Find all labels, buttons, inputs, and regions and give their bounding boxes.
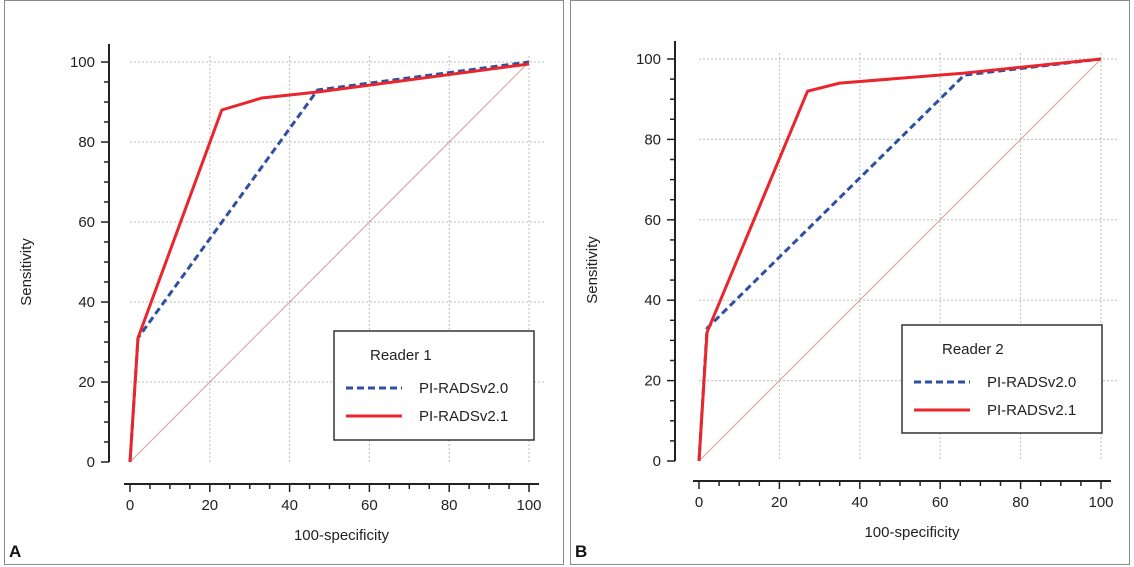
y-tick-label-b: 40 <box>644 292 661 309</box>
y-tick-label-a: 80 <box>78 134 95 151</box>
x-tick-label-b: 0 <box>695 494 703 511</box>
legend-label-a: PI-RADSv2.0 <box>419 380 508 397</box>
y-tick-label-a: 20 <box>78 374 95 391</box>
roc-chart-a: 0 20 40 60 80 100 0 20 40 60 80 100 100-specificity S… <box>18 44 545 544</box>
legend-title-a: Reader 1 <box>370 347 432 364</box>
y-tick-label-b: 100 <box>636 51 661 68</box>
panel-label-b: B <box>575 542 588 561</box>
x-tick-label-a: 0 <box>126 497 134 514</box>
legend-title-b: Reader 2 <box>942 341 1004 358</box>
x-tick-label-a: 100 <box>516 497 541 514</box>
y-tick-label-a: 60 <box>78 214 95 231</box>
roc-chart-b: 0 20 40 60 80 100 0 20 40 60 80 100 100-specificity S… <box>584 41 1117 541</box>
series-line-pi-radsv2-1-b <box>697 57 1102 462</box>
y-axis-label-b: Sensitivity <box>584 236 601 304</box>
series-line-pi-radsv2-1-a <box>128 62 530 463</box>
x-tick-label-a: 80 <box>441 497 458 514</box>
x-tick-label-b: 80 <box>1012 494 1029 511</box>
legend-label-b: PI-RADSv2.1 <box>987 402 1076 419</box>
x-tick-label-b: 40 <box>851 494 868 511</box>
reference-diagonal-a <box>129 61 530 463</box>
x-tick-label-a: 40 <box>281 497 298 514</box>
x-axis-label-a: 100-specificity <box>294 527 390 544</box>
panel-label-a: A <box>9 542 22 561</box>
legend-label-a: PI-RADSv2.1 <box>419 408 508 425</box>
y-tick-label-b: 0 <box>653 453 661 470</box>
legend-box-b <box>901 324 1103 434</box>
x-tick-label-a: 60 <box>361 497 378 514</box>
x-tick-label-b: 100 <box>1088 494 1113 511</box>
y-tick-label-b: 60 <box>644 212 661 229</box>
chart-panel-a: 0 20 40 60 80 100 0 20 40 60 80 100 100-specificity S… <box>4 0 564 565</box>
legend-box-a <box>333 330 535 441</box>
x-tick-label-b: 60 <box>932 494 949 511</box>
series-line-pi-radsv2-0-a <box>128 60 530 463</box>
reference-diagonal-b <box>698 58 1102 462</box>
y-tick-label-b: 80 <box>644 131 661 148</box>
x-axis-label-b: 100-specificity <box>864 524 960 541</box>
y-tick-label-a: 0 <box>87 454 95 471</box>
y-tick-label-a: 100 <box>70 54 95 71</box>
x-tick-label-a: 20 <box>201 497 218 514</box>
chart-panel-b: 0 20 40 60 80 100 0 20 40 60 80 100 100-specificity S… <box>570 0 1130 565</box>
y-tick-label-b: 20 <box>644 373 661 390</box>
legend-label-b: PI-RADSv2.0 <box>987 374 1076 391</box>
y-tick-label-a: 40 <box>78 294 95 311</box>
x-tick-label-b: 20 <box>771 494 788 511</box>
y-axis-label-a: Sensitivity <box>18 238 35 306</box>
